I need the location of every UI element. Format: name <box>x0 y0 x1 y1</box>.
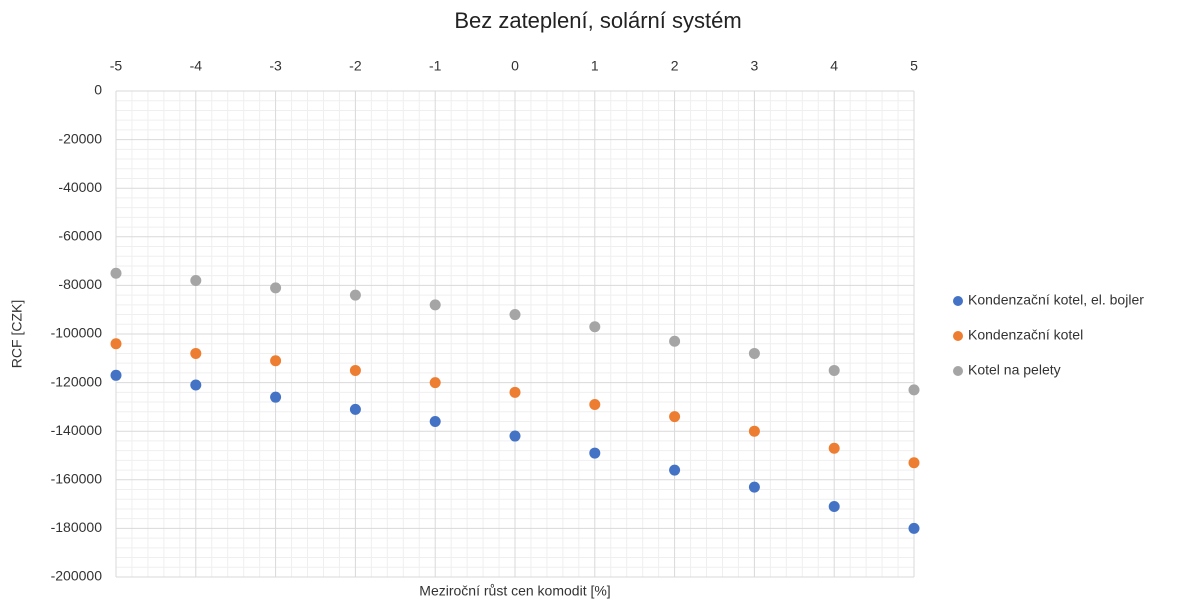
point <box>748 347 760 359</box>
point <box>270 391 282 403</box>
y-tick-label: -100000 <box>51 325 103 341</box>
point <box>908 522 920 534</box>
point <box>748 425 760 437</box>
point <box>509 309 521 321</box>
y-tick-label: -20000 <box>58 130 102 146</box>
legend-marker <box>953 296 963 306</box>
y-tick-label: -60000 <box>58 228 102 244</box>
legend-marker <box>953 366 963 376</box>
x-tick-label: -4 <box>190 58 203 74</box>
x-tick-label: -5 <box>110 58 123 74</box>
point <box>270 282 282 294</box>
x-tick-label: 1 <box>591 58 599 74</box>
point <box>509 386 521 398</box>
y-axis-label: RCF [CZK] <box>9 300 25 368</box>
x-tick-label: -2 <box>349 58 362 74</box>
x-axis-label: Meziroční růst cen komodit [%] <box>419 583 610 599</box>
y-tick-label: -140000 <box>51 422 103 438</box>
point <box>190 379 202 391</box>
legend-label: Kondenzační kotel <box>968 327 1083 343</box>
point <box>748 481 760 493</box>
legend-label: Kondenzační kotel, el. bojler <box>968 292 1144 308</box>
point <box>828 501 840 513</box>
point <box>429 415 441 427</box>
y-tick-label: 0 <box>94 82 102 98</box>
point <box>589 447 601 459</box>
point <box>190 275 202 287</box>
point <box>908 384 920 396</box>
point <box>828 364 840 376</box>
point <box>429 377 441 389</box>
point <box>190 347 202 359</box>
point <box>110 267 122 279</box>
x-tick-label: 4 <box>830 58 838 74</box>
y-tick-label: -180000 <box>51 519 103 535</box>
point <box>349 364 361 376</box>
point <box>349 289 361 301</box>
chart-title: Bez zateplení, solární systém <box>454 8 741 33</box>
y-tick-label: -40000 <box>58 179 102 195</box>
point <box>110 369 122 381</box>
y-tick-label: -80000 <box>58 276 102 292</box>
point <box>589 321 601 333</box>
point <box>349 403 361 415</box>
point <box>509 430 521 442</box>
point <box>589 398 601 410</box>
x-tick-label: 0 <box>511 58 519 74</box>
legend-marker <box>953 331 963 341</box>
y-tick-label: -200000 <box>51 568 103 584</box>
point <box>908 457 920 469</box>
y-tick-label: -160000 <box>51 471 103 487</box>
point <box>669 411 681 423</box>
point <box>429 299 441 311</box>
point <box>270 355 282 367</box>
point <box>828 442 840 454</box>
x-tick-label: -1 <box>429 58 442 74</box>
y-tick-label: -120000 <box>51 373 103 389</box>
point <box>110 338 122 350</box>
legend-label: Kotel na pelety <box>968 362 1061 378</box>
point <box>669 464 681 476</box>
x-tick-label: 3 <box>751 58 759 74</box>
x-tick-label: 2 <box>671 58 679 74</box>
x-tick-label: -3 <box>269 58 282 74</box>
x-tick-label: 5 <box>910 58 918 74</box>
point <box>669 335 681 347</box>
